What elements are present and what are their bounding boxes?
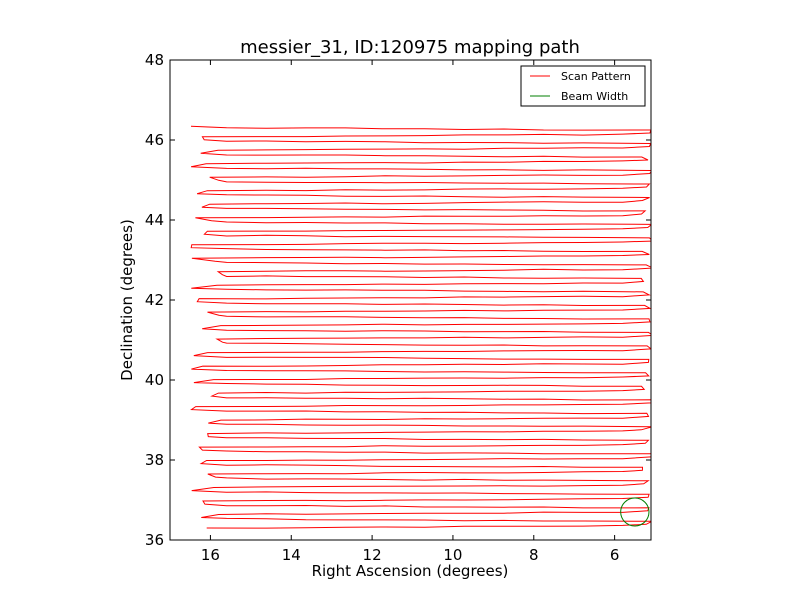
y-tick-label: 36: [145, 531, 164, 549]
legend-box: [520, 65, 646, 107]
x-axis-label: Right Ascension (degrees): [312, 562, 509, 580]
y-tick-label: 38: [145, 451, 164, 469]
x-tick-label: 10: [443, 546, 462, 564]
plot-area: [170, 60, 651, 540]
y-tick-label: 40: [145, 371, 164, 389]
legend: Scan Pattern Beam Width: [520, 65, 646, 107]
chart-title: messier_31, ID:120975 mapping path: [240, 37, 580, 58]
y-axis-label: Declination (degrees): [118, 219, 136, 381]
y-tick-label: 48: [145, 51, 164, 69]
x-axis: 16 14 12 10 8 6: [201, 60, 620, 564]
scan-pattern-series: [190, 125, 651, 529]
scan-pattern-line: [190, 125, 651, 529]
legend-label-scan-pattern: Scan Pattern: [561, 70, 631, 83]
y-tick-label: 42: [145, 291, 164, 309]
x-tick-label: 16: [201, 546, 220, 564]
x-tick-label: 14: [282, 546, 301, 564]
beam-width-circle: [620, 497, 650, 527]
y-tick-label: 44: [145, 211, 164, 229]
y-tick-label: 46: [145, 131, 164, 149]
beam-width-series: [620, 497, 650, 527]
x-tick-label: 8: [529, 546, 539, 564]
legend-label-beam-width: Beam Width: [561, 90, 628, 103]
x-tick-label: 6: [610, 546, 620, 564]
x-tick-label: 12: [363, 546, 382, 564]
y-axis: 36 38 40 42 44 46 48: [145, 51, 651, 549]
